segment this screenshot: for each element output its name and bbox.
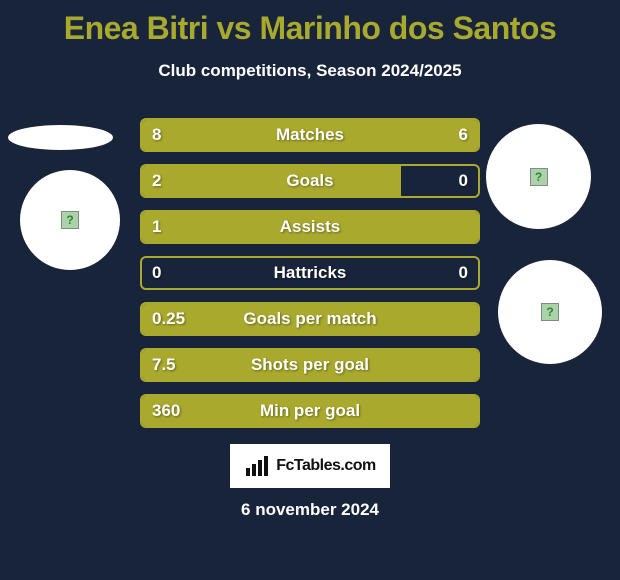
stat-value-right: 0 (459, 166, 468, 196)
player2-avatar: ? (486, 124, 591, 229)
stat-row: 1Assists (140, 210, 480, 244)
stat-label: Hattricks (142, 258, 478, 288)
stat-label: Shots per goal (142, 350, 478, 380)
stat-row: 2Goals0 (140, 164, 480, 198)
ellipse-decoration (8, 125, 113, 150)
stat-label: Goals per match (142, 304, 478, 334)
fctables-logo: FcTables.com (230, 444, 390, 488)
date-label: 6 november 2024 (0, 500, 620, 520)
stat-label: Goals (142, 166, 478, 196)
player1-avatar: ? (20, 170, 120, 270)
logo-bars-icon (244, 454, 272, 478)
stat-label: Assists (142, 212, 478, 242)
stat-value-right: 6 (459, 120, 468, 150)
logo-text: FcTables.com (276, 457, 376, 475)
stat-row: 360Min per goal (140, 394, 480, 428)
stat-row: 8Matches6 (140, 118, 480, 152)
stat-row: 7.5Shots per goal (140, 348, 480, 382)
page-subtitle: Club competitions, Season 2024/2025 (0, 61, 620, 81)
placeholder-icon: ? (541, 303, 559, 321)
stat-row: 0.25Goals per match (140, 302, 480, 336)
stat-row: 0Hattricks0 (140, 256, 480, 290)
stat-label: Min per goal (142, 396, 478, 426)
stat-label: Matches (142, 120, 478, 150)
stat-value-right: 0 (459, 258, 468, 288)
player2-club-avatar: ? (498, 260, 602, 364)
placeholder-icon: ? (530, 168, 548, 186)
stats-list: 8Matches62Goals01Assists0Hattricks00.25G… (140, 118, 480, 440)
placeholder-icon: ? (61, 211, 79, 229)
page-title: Enea Bitri vs Marinho dos Santos (0, 0, 620, 47)
